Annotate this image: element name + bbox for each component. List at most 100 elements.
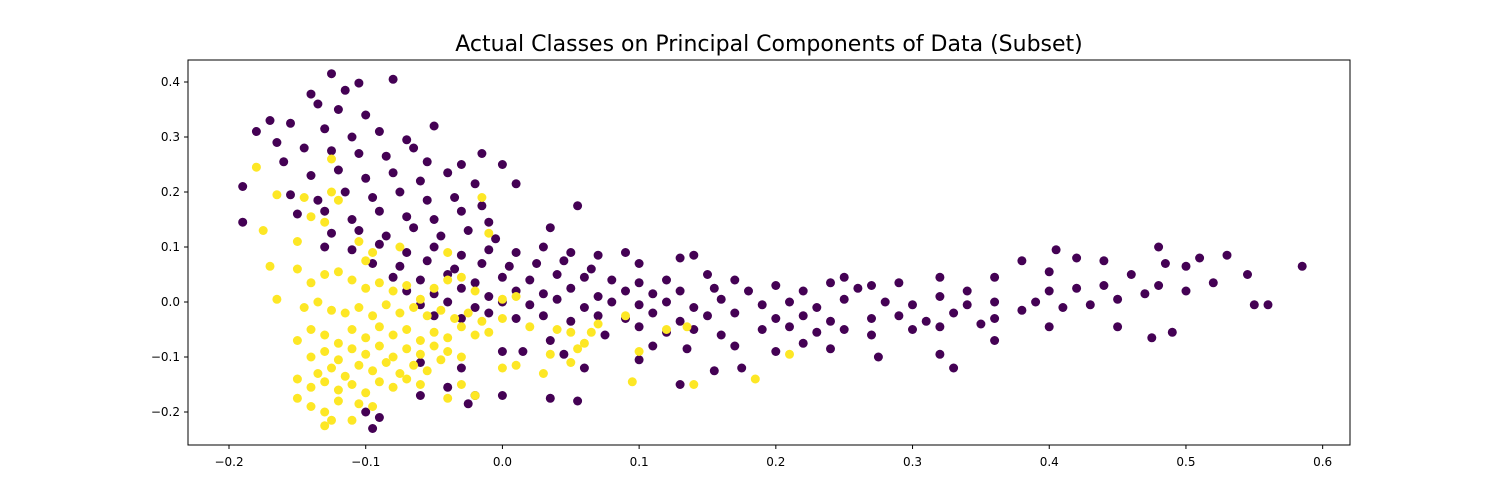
scatter-point-class-0 [586,264,596,274]
scatter-point-class-0 [484,308,494,318]
scatter-point-class-1 [306,325,316,334]
scatter-point-class-0 [990,272,1000,282]
scatter-point-class-0 [525,300,535,310]
scatter-point-class-1 [785,349,794,359]
scatter-point-class-0 [826,278,835,288]
scatter-point-class-1 [265,261,275,271]
scatter-point-class-0 [648,308,658,318]
scatter-point-class-1 [450,314,460,323]
scatter-point-class-1 [436,305,446,315]
scatter-point-class-0 [573,396,583,406]
x-tick-label: 0.4 [1040,455,1059,469]
y-tick-label: −0.2 [151,405,180,419]
scatter-point-class-1 [347,415,357,425]
scatter-point-class-0 [962,286,972,296]
scatter-point-class-0 [1140,289,1150,299]
scatter-point-class-0 [798,311,808,321]
scatter-point-class-0 [648,341,658,351]
scatter-point-class-1 [395,242,405,252]
scatter-point-class-1 [327,305,336,315]
scatter-point-class-0 [429,215,439,224]
scatter-point-class-0 [286,190,295,200]
scatter-point-class-0 [634,259,644,268]
scatter-point-class-0 [908,325,917,334]
scatter-point-class-1 [395,369,405,378]
scatter-point-class-0 [463,399,473,409]
scatter-point-class-1 [320,217,330,227]
scatter-point-class-0 [388,74,398,84]
scatter-point-class-0 [949,363,959,373]
scatter-point-class-0 [374,127,384,136]
scatter-point-class-1 [415,349,425,359]
scatter-point-class-0 [313,99,323,109]
scatter-point-class-0 [313,195,323,205]
scatter-point-class-0 [593,292,603,301]
scatter-point-class-1 [368,248,378,257]
scatter-point-class-0 [1072,253,1082,263]
scatter-point-class-0 [873,352,883,362]
scatter-point-class-0 [395,187,405,197]
scatter-point-class-1 [429,283,439,293]
scatter-point-class-0 [456,314,466,323]
scatter-point-class-0 [402,212,412,222]
scatter-point-class-1 [333,267,343,277]
scatter-point-class-1 [402,374,412,384]
scatter-point-class-1 [456,272,466,282]
scatter-point-class-0 [1017,305,1027,315]
scatter-point-class-0 [1249,300,1259,310]
scatter-point-class-0 [935,349,945,359]
scatter-point-class-0 [429,121,439,131]
scatter-point-class-0 [484,217,494,227]
scatter-point-class-1 [374,341,384,351]
scatter-point-class-0 [976,319,986,329]
scatter-point-class-0 [1113,322,1123,332]
scatter-point-class-0 [716,294,726,304]
scatter-point-class-0 [327,69,336,79]
scatter-point-class-1 [566,358,576,367]
scatter-point-class-0 [1195,253,1205,263]
scatter-point-class-1 [306,402,316,411]
scatter-point-class-0 [771,347,781,356]
scatter-point-class-0 [771,281,781,290]
scatter-point-class-0 [757,300,767,310]
scatter-point-class-0 [894,311,904,321]
scatter-point-class-0 [436,231,446,241]
scatter-point-class-0 [422,157,432,167]
scatter-point-class-0 [320,206,330,216]
scatter-point-class-1 [689,380,699,389]
scatter-point-class-0 [450,193,460,202]
scatter-point-class-0 [1072,283,1082,293]
scatter-point-class-1 [443,275,453,285]
scatter-point-class-1 [415,294,425,304]
scatter-point-class-0 [634,278,644,288]
scatter-point-class-0 [1263,300,1273,310]
chart-title: Actual Classes on Principal Components o… [455,32,1082,57]
scatter-point-class-0 [456,283,466,293]
x-tick-label: 0.3 [903,455,922,469]
scatter-point-class-0 [532,259,542,268]
scatter-point-class-0 [470,179,480,189]
scatter-point-class-0 [491,234,501,244]
scatter-point-class-1 [429,327,439,337]
scatter-point-class-0 [415,275,425,285]
scatter-point-class-1 [368,311,378,321]
y-axis: −0.2 −0.1 0.0 0.1 0.2 0.3 0.4 [151,75,188,419]
scatter-point-class-0 [497,272,507,282]
scatter-point-class-0 [607,275,617,285]
scatter-point-class-0 [463,226,473,235]
scatter-point-class-0 [306,171,316,180]
scatter-point-class-1 [634,347,644,356]
scatter-point-class-0 [826,316,835,326]
scatter-point-class-0 [470,278,480,288]
scatter-point-class-0 [1181,286,1191,296]
scatter-point-class-0 [470,303,480,312]
scatter-point-class-0 [340,187,350,197]
scatter-point-class-1 [347,380,357,389]
scatter-point-class-0 [1058,303,1068,312]
scatter-point-class-0 [381,231,391,241]
scatter-point-class-0 [785,297,794,307]
scatter-point-class-0 [689,303,699,312]
scatter-point-class-1 [361,333,371,343]
scatter-point-class-0 [648,289,658,299]
scatter-point-class-1 [320,270,330,279]
